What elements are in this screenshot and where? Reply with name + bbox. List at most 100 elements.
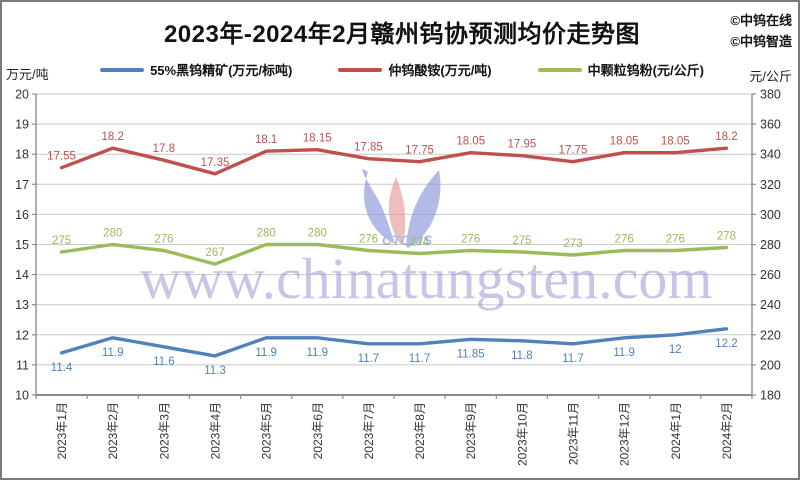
data-point-label: 11.9 — [613, 347, 635, 359]
data-point-label: 18.05 — [661, 136, 690, 148]
data-point-label: 11.7 — [562, 353, 584, 365]
legend-item-apt: 仲钨酸铵(万元/吨) — [338, 60, 492, 79]
x-axis-category-label: 2023年5月 — [260, 402, 274, 459]
data-point-label: 11.9 — [255, 347, 277, 359]
line-swatch-icon — [537, 67, 582, 72]
series-line — [59, 146, 729, 176]
data-point-label: 276 — [461, 234, 480, 246]
series-line — [59, 327, 729, 358]
x-axis-category-label: 2023年4月 — [209, 402, 223, 459]
data-point-label: 280 — [103, 228, 122, 240]
data-point-label: 275 — [512, 235, 531, 247]
legend-label: 仲钨酸铵(万元/吨) — [388, 63, 492, 78]
data-point-label: 276 — [666, 234, 685, 246]
right-axis-tick-label: 340 — [760, 148, 781, 162]
data-point-label: 12 — [669, 344, 682, 356]
x-axis-category-label: 2023年7月 — [362, 402, 376, 459]
line-swatch-icon — [338, 67, 383, 72]
line-swatch-icon — [100, 67, 145, 72]
right-axis-tick-label: 200 — [760, 358, 781, 372]
logo-center-petal — [388, 177, 406, 244]
data-point-label: 267 — [205, 247, 224, 259]
right-axis-tick-label: 220 — [760, 328, 781, 342]
legend-item-black-tungsten: 55%黑钨精矿(万元/标吨) — [100, 60, 292, 79]
x-axis-category-label: 2024年2月 — [720, 402, 734, 459]
data-point-label: 275 — [52, 235, 71, 247]
right-axis-tick-label: 240 — [760, 298, 781, 312]
brand-line-cto: ©中钨在线 — [730, 13, 792, 28]
x-axis-category-label: 2024年1月 — [669, 402, 683, 459]
data-point-label: 276 — [615, 234, 634, 246]
data-point-label: 17.8 — [153, 143, 175, 155]
data-point-label: 276 — [154, 234, 173, 246]
left-axis-tick-label: 16 — [15, 208, 29, 222]
x-axis-category-label: 2023年9月 — [464, 402, 478, 459]
left-axis-tick-label: 13 — [15, 298, 29, 312]
right-axis-tick-label: 260 — [760, 268, 781, 282]
data-point-label: 11.4 — [51, 362, 73, 374]
right-axis-tick-label: 180 — [760, 389, 781, 403]
series-line — [59, 242, 729, 266]
x-axis-category-label: 2023年1月 — [55, 402, 69, 459]
data-point-label: 17.75 — [405, 145, 434, 157]
watermark-text: www.chinatungsten.com — [140, 246, 713, 311]
x-axis-category-label: 2023年10月 — [515, 402, 529, 466]
x-axis-category-label: 2023年8月 — [413, 402, 427, 459]
data-point-label: 273 — [563, 238, 582, 250]
left-axis-tick-label: 15 — [15, 238, 29, 252]
left-axis-tick-label: 12 — [15, 328, 29, 342]
x-axis-category-label: 2023年2月 — [106, 402, 120, 459]
legend-item-tungsten-powder: 中颗粒钨粉(元/公斤) — [537, 60, 704, 79]
right-axis-tick-label: 360 — [760, 118, 781, 132]
data-point-label: 17.75 — [559, 145, 588, 157]
legend-label: 55%黑钨精矿(万元/标吨) — [150, 63, 293, 78]
data-point-label: 274 — [410, 237, 430, 249]
chart-legend: 55%黑钨精矿(万元/标吨) 仲钨酸铵(万元/吨) 中颗粒钨粉(元/公斤) — [2, 60, 798, 79]
left-axis-tick-label: 18 — [15, 148, 29, 162]
branding: ©中钨在线 ©中钨智造 — [730, 10, 792, 52]
data-point-label: 18.05 — [456, 136, 485, 148]
left-axis-unit-label: 万元/吨 — [6, 67, 49, 82]
legend-label: 中颗粒钨粉(元/公斤) — [587, 63, 704, 78]
right-axis-unit-label: 元/公斤 — [749, 69, 792, 84]
right-axis-tick-label: 380 — [760, 88, 781, 102]
left-axis-tick-label: 17 — [15, 178, 29, 192]
data-point-label: 17.85 — [354, 142, 383, 154]
data-point-label: 11.8 — [511, 350, 533, 362]
data-point-label: 280 — [257, 228, 276, 240]
data-point-label: 17.95 — [507, 139, 536, 151]
left-axis-tick-label: 20 — [15, 88, 29, 102]
data-point-label: 11.3 — [204, 365, 226, 377]
logo-text: CTOMS — [382, 232, 433, 248]
x-axis-category-label: 2023年11月 — [567, 402, 581, 465]
data-point-label: 11.9 — [307, 347, 329, 359]
left-axis-tick-label: 14 — [15, 268, 29, 282]
x-axis-category-label: 2023年12月 — [618, 402, 632, 466]
left-axis-tick-label: 19 — [15, 118, 29, 132]
left-axis-tick-label: 10 — [15, 389, 29, 403]
data-point-label: 17.35 — [201, 157, 230, 169]
right-axis-tick-label: 320 — [760, 178, 781, 192]
page-title: 2023年-2024年2月赣州钨协预测均价走势图 — [163, 21, 641, 48]
data-point-label: 11.6 — [153, 356, 175, 368]
data-point-label: 12.2 — [715, 338, 737, 350]
data-point-label: 11.7 — [409, 353, 431, 365]
logo-left-petal — [362, 169, 395, 244]
data-point-label: 11.85 — [457, 348, 485, 360]
data-point-label: 276 — [359, 234, 378, 246]
brand-line-ctm: ©中钨智造 — [730, 34, 792, 49]
right-axis-tick-label: 300 — [760, 208, 781, 222]
data-point-label: 278 — [717, 231, 736, 243]
data-point-label: 11.7 — [358, 353, 380, 365]
right-axis-tick-label: 280 — [760, 238, 781, 252]
left-axis-tick-label: 11 — [16, 358, 29, 372]
data-point-label: 18.1 — [255, 134, 277, 146]
data-point-label: 17.55 — [47, 151, 76, 163]
data-point-label: 18.2 — [715, 131, 737, 143]
data-point-label: 18.15 — [303, 133, 332, 145]
chinatungsten-logo-icon: CTOMS — [362, 169, 441, 248]
data-point-label: 18.05 — [610, 136, 639, 148]
x-axis-category-label: 2023年6月 — [311, 402, 325, 459]
